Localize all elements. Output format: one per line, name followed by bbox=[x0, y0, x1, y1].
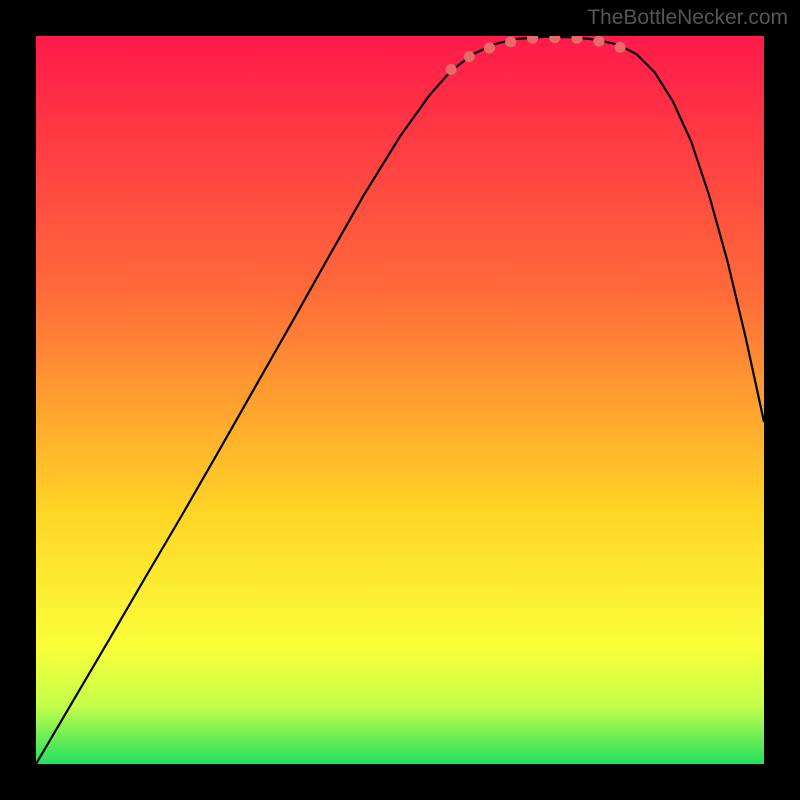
bottleneck-curve bbox=[36, 37, 764, 764]
curve-layer bbox=[36, 36, 764, 764]
attribution-text: TheBottleNecker.com bbox=[587, 6, 788, 30]
chart-container: TheBottleNecker.com bbox=[0, 0, 800, 800]
plot-area bbox=[36, 36, 764, 764]
